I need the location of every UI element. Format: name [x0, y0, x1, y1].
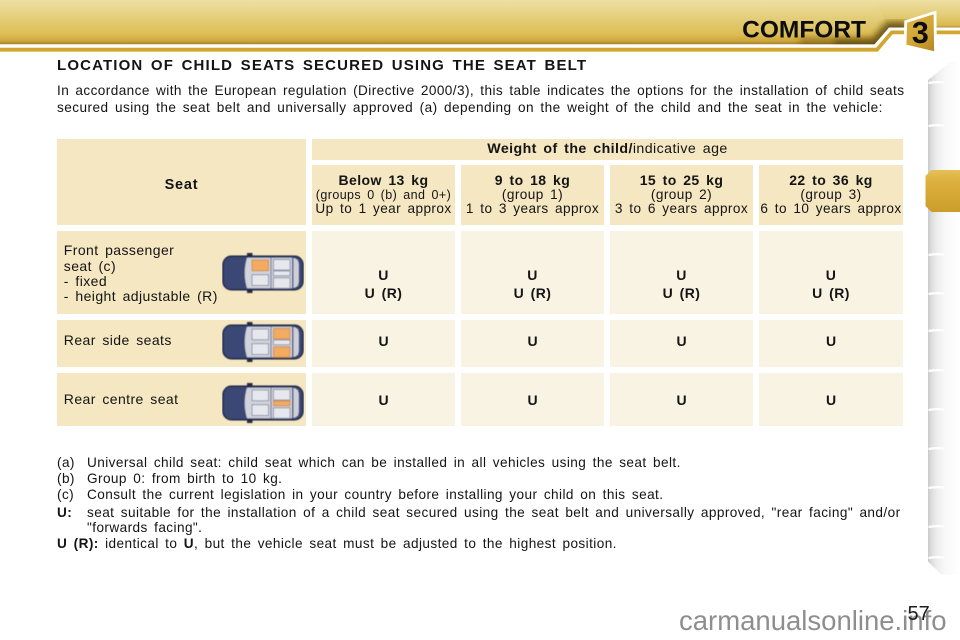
- svg-text:COMFORT: COMFORT: [742, 17, 866, 44]
- svg-text:3: 3: [912, 16, 929, 50]
